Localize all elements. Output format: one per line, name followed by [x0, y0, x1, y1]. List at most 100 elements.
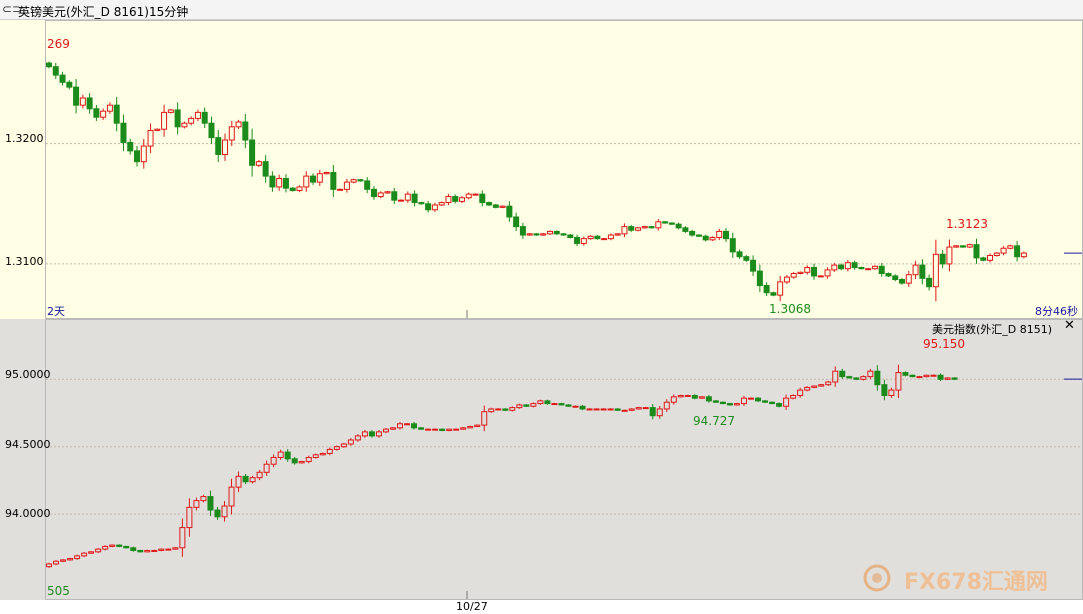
candle-body	[874, 370, 881, 386]
candle-body	[628, 408, 635, 411]
candle-body	[881, 384, 888, 396]
candle-body	[262, 161, 269, 177]
candle-body	[607, 234, 614, 240]
candle-body	[316, 173, 323, 183]
candle-body	[495, 408, 502, 411]
usd-index-high-label: 95.150	[923, 337, 965, 351]
usd-index-panel[interactable]	[45, 319, 1083, 600]
candle-body	[865, 268, 872, 271]
candle-body	[215, 137, 222, 155]
candle-body	[641, 226, 648, 229]
candle-body	[151, 549, 158, 552]
title-bar: ⊂⊃ 英镑美元(外汇_D 8161)15分钟	[0, 0, 1083, 20]
candle-body	[235, 475, 242, 488]
candle-body	[1000, 247, 1007, 254]
candle-body	[689, 230, 696, 236]
candle-body	[282, 178, 289, 189]
candle-body	[284, 451, 291, 460]
candle-body	[404, 423, 411, 426]
candle-body	[74, 555, 81, 560]
link-icon[interactable]: ⊂⊃	[2, 2, 23, 16]
candle-body	[655, 221, 662, 229]
candle-body	[425, 428, 432, 431]
candle-body	[368, 431, 375, 437]
candle-body	[662, 221, 669, 224]
candle-body	[560, 233, 567, 236]
candle-body	[377, 192, 384, 198]
candle-body	[130, 547, 137, 551]
lower-y-tick: 94.5000	[5, 438, 51, 451]
candle-body	[1014, 245, 1021, 258]
candle-body	[930, 374, 937, 377]
lower-chart-title: 美元指数(外汇_D 8151)	[932, 323, 1053, 336]
candle-body	[270, 456, 277, 465]
candle-body	[179, 527, 186, 549]
candle-body	[499, 205, 506, 208]
candle-body	[67, 558, 74, 561]
candle-body	[53, 560, 60, 565]
lower-y-axis	[0, 319, 45, 600]
candle-body	[723, 230, 729, 240]
candle-body	[580, 238, 587, 244]
candle-body	[446, 428, 453, 432]
candle-body	[460, 427, 467, 430]
candle-body	[797, 271, 804, 275]
candle-body	[269, 175, 276, 188]
candle-body	[817, 275, 824, 278]
period-label: 2天	[47, 305, 65, 318]
candle-body	[579, 405, 586, 410]
candle-body	[695, 234, 702, 237]
candle-body	[675, 223, 682, 229]
candle-body	[506, 205, 513, 218]
candle-body	[601, 238, 608, 241]
candle-body	[621, 226, 628, 235]
close-icon[interactable]: ✕	[1064, 318, 1075, 333]
candle-body	[530, 403, 537, 407]
candle-body	[614, 233, 621, 236]
upper-y-tick: 1.3100	[5, 255, 44, 268]
candle-body	[354, 435, 361, 441]
candle-body	[242, 475, 249, 483]
candle-body	[431, 204, 438, 211]
candle-body	[600, 408, 607, 411]
candle-body	[221, 505, 228, 518]
candle-body	[621, 409, 628, 412]
candle-body	[763, 285, 770, 294]
lower-bottom-left-label: 505	[47, 584, 70, 598]
candle-body	[95, 548, 102, 553]
candle-body	[825, 381, 832, 386]
candle-body	[340, 443, 347, 448]
candle-body	[594, 235, 601, 240]
candle-body	[165, 548, 172, 551]
chart-title: 英镑美元(外汇_D 8161)15分钟	[18, 5, 189, 19]
candle-body	[553, 230, 560, 235]
candle-body	[120, 122, 127, 143]
candle-body	[797, 389, 804, 396]
candle-body	[113, 104, 120, 124]
candle-body	[140, 145, 147, 163]
candle-body	[677, 394, 684, 398]
candle-body	[134, 150, 141, 163]
candle-body	[289, 187, 296, 192]
candle-body	[902, 372, 909, 376]
x-axis-date-label: 10/27	[456, 600, 488, 613]
candle-body	[1020, 252, 1027, 258]
candle-body	[492, 204, 499, 208]
candle-body	[993, 252, 1000, 256]
candle-body	[944, 377, 951, 380]
candle-body	[888, 389, 895, 396]
candle-body	[838, 264, 845, 270]
candle-body	[453, 428, 460, 431]
candle-body	[411, 423, 418, 429]
gbpusd-panel[interactable]	[45, 20, 1083, 319]
candle-body	[404, 193, 411, 201]
candle-body	[193, 500, 200, 508]
candle-body	[698, 396, 705, 399]
candle-body	[513, 216, 520, 228]
watermark-text: FX678汇通网	[904, 570, 1048, 595]
upper-y-tick: 1.3200	[5, 132, 44, 145]
candle-body	[705, 396, 712, 402]
candle-body	[733, 403, 740, 406]
candle-body	[546, 230, 553, 235]
